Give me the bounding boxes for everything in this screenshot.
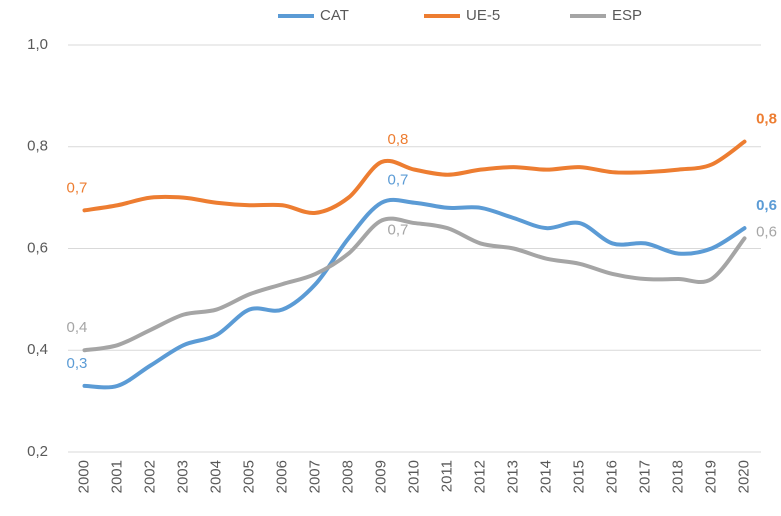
data-label: 0,6 [756,223,777,240]
x-tick-label: 2001 [108,460,125,493]
x-tick-label: 2016 [603,460,620,493]
data-label: 0,7 [67,179,88,196]
x-tick-label: 2009 [372,460,389,493]
y-tick-label: 0,8 [27,138,48,155]
data-label: 0,7 [388,221,409,238]
x-tick-label: 2007 [306,460,323,493]
x-tick-label: 2011 [438,460,455,492]
legend-label: UE-5 [466,7,500,24]
x-tick-label: 2018 [669,460,686,493]
x-tick-label: 2014 [537,460,554,493]
x-tick-label: 2002 [141,460,158,493]
series-line [82,139,747,215]
y-tick-label: 1,0 [27,36,48,53]
x-tick-label: 2008 [339,460,356,493]
series-line [82,197,747,390]
data-label: 0,4 [67,319,88,336]
data-label: 0,8 [756,111,777,128]
x-tick-label: 2020 [735,460,752,493]
x-tick-label: 2010 [405,460,422,493]
x-tick-label: 2004 [207,460,224,493]
x-tick-label: 2012 [471,460,488,493]
legend-label: CAT [320,7,349,24]
y-tick-label: 0,2 [27,443,48,460]
legend-label: ESP [612,7,642,24]
data-label: 0,6 [756,197,777,214]
x-tick-label: 2013 [504,460,521,493]
y-tick-label: 0,4 [27,341,48,358]
x-tick-label: 2000 [75,460,92,493]
x-tick-label: 2019 [702,460,719,493]
x-tick-label: 2006 [273,460,290,493]
data-label: 0,3 [67,355,88,372]
x-tick-label: 2017 [636,460,653,493]
y-tick-label: 0,6 [27,239,48,256]
x-tick-label: 2003 [174,460,191,493]
x-tick-label: 2015 [570,460,587,493]
series-line [82,216,747,353]
data-label: 0,8 [388,131,409,148]
data-label: 0,7 [388,172,409,189]
x-tick-label: 2005 [240,460,257,493]
